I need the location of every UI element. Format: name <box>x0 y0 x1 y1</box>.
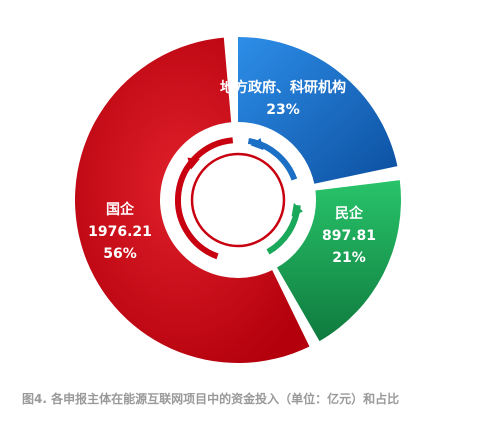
label-private: 民企 897.81 21% <box>322 205 376 266</box>
hub-arc-red <box>175 137 234 260</box>
hub-pointer-blue <box>250 137 264 151</box>
slice-government-research <box>238 37 398 184</box>
hub-arc-blue <box>247 137 298 181</box>
hub-pointer-red <box>187 157 200 170</box>
slice-state-owned <box>74 37 310 364</box>
center-hub-icon <box>175 137 303 260</box>
label-government-research: 地方政府、科研机构 23% <box>220 79 346 118</box>
label-state-owned: 国企 1976.21 56% <box>88 201 152 262</box>
slice-private <box>277 180 402 342</box>
figure-caption: 图4. 各申报主体在能源互联网项目中的资金投入（单位：亿元）和占比 <box>22 392 400 406</box>
hub-inner-circle <box>190 152 286 248</box>
donut-slices <box>74 37 402 364</box>
slice-labels: 国企 1976.21 56% 地方政府、科研机构 23% 民企 897.81 21% <box>88 79 376 266</box>
hub-pointer-green <box>291 202 303 217</box>
